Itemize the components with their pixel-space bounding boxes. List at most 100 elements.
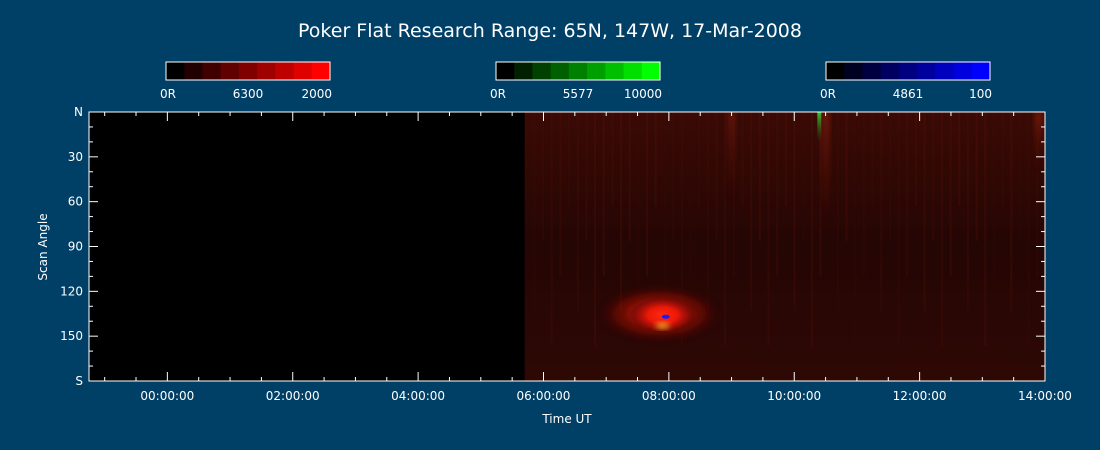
colorbar-swatch	[623, 62, 643, 80]
colorbar-legends: 0R 6300 2000 0R 5577 10000 0R 4861 100	[160, 61, 992, 101]
blue-dot	[661, 314, 670, 319]
colorbar-max-label: 100	[969, 87, 992, 101]
colorbar-max-label: 10000	[624, 87, 662, 101]
scan-streak	[819, 112, 822, 277]
chart-title: Poker Flat Research Range: 65N, 147W, 17…	[298, 20, 802, 42]
x-axis: 00:00:00 02:00:00 04:00:00 06:00:00 08:00:00…	[104, 112, 1072, 403]
scan-streak	[784, 112, 787, 207]
colorbar-frame	[825, 61, 991, 81]
scan-streak	[888, 112, 891, 242]
scan-streak	[940, 112, 943, 347]
colorbar-mid-label: 6300	[233, 87, 264, 101]
scan-streak	[810, 112, 813, 347]
scan-streak	[741, 112, 744, 207]
scan-streak	[932, 112, 935, 242]
y-tick-label: 120	[60, 284, 83, 298]
x-tick-label: 08:00:00	[642, 389, 696, 403]
colorbar-6300: 0R 6300 2000	[160, 61, 332, 101]
scan-streak	[958, 112, 961, 207]
scan-streak	[559, 112, 562, 277]
scan-streak	[906, 112, 909, 277]
y-tick-label: 30	[68, 150, 83, 164]
scan-streak	[724, 112, 727, 347]
y-axis: N 30 60 90 120 150 S	[60, 105, 1045, 388]
scan-streak	[1001, 112, 1004, 207]
scan-streak	[776, 112, 779, 277]
scan-streak	[1018, 112, 1021, 242]
x-tick-label: 14:00:00	[1018, 389, 1072, 403]
colorbar-min-label: 0R	[490, 87, 506, 101]
colorbar-swatch	[880, 62, 900, 80]
colorbar-swatch	[826, 62, 845, 80]
scan-streak	[550, 112, 553, 347]
colorbar-5577: 0R 5577 10000	[490, 61, 662, 101]
red-ray	[727, 112, 736, 202]
colorbar-swatch	[220, 62, 240, 80]
colorbar-min-label: 0R	[820, 87, 836, 101]
x-tick-label: 12:00:00	[893, 389, 947, 403]
x-tick-label: 04:00:00	[391, 389, 445, 403]
scan-streak	[975, 112, 978, 242]
scan-streak	[1010, 112, 1013, 312]
scan-streak	[923, 112, 926, 312]
scan-streak	[854, 112, 857, 347]
x-tick-label: 06:00:00	[517, 389, 571, 403]
scan-streak	[524, 112, 527, 207]
scan-streak	[672, 112, 675, 242]
scan-streak	[914, 112, 917, 207]
scan-streak	[620, 112, 623, 312]
scan-streak	[862, 112, 865, 277]
colorbar-mid-label: 5577	[563, 87, 594, 101]
colorbar-swatch	[605, 62, 625, 80]
scan-streak	[836, 112, 839, 312]
colorbar-swatch	[311, 62, 331, 80]
scan-streak	[542, 112, 545, 242]
x-tick-label: 10:00:00	[767, 389, 821, 403]
colorbar-min-label: 0R	[160, 87, 176, 101]
scan-streak	[750, 112, 753, 312]
scan-streak	[1027, 112, 1030, 347]
colorbar-swatch	[935, 62, 955, 80]
scan-streak	[585, 112, 588, 242]
colorbar-swatch	[953, 62, 973, 80]
scan-streak	[715, 112, 718, 242]
colorbar-swatch	[293, 62, 313, 80]
colorbar-swatch	[166, 62, 185, 80]
colorbar-frame	[165, 61, 331, 81]
keogram-image	[524, 112, 1045, 381]
colorbar-swatch	[568, 62, 588, 80]
colorbar-swatch	[550, 62, 570, 80]
x-tick-label: 00:00:00	[140, 389, 194, 403]
scan-streak	[602, 112, 605, 277]
colorbar-swatch	[257, 62, 276, 80]
scan-streak	[949, 112, 952, 277]
colorbar-swatch	[184, 62, 204, 80]
colorbar-swatch	[898, 62, 918, 80]
scan-streak	[984, 112, 987, 347]
colorbar-swatch	[514, 62, 534, 80]
y-tick-label: 150	[60, 329, 83, 343]
colorbar-swatch	[844, 62, 864, 80]
y-tick-label: S	[75, 374, 83, 388]
y-tick-label: 90	[68, 240, 83, 254]
y-axis-label: Scan Angle	[36, 213, 50, 280]
red-aurora-patch	[629, 296, 696, 334]
colorbar-swatch	[202, 62, 222, 80]
colorbar-swatch	[496, 62, 515, 80]
scan-streak	[654, 112, 657, 207]
scan-streak	[533, 112, 536, 312]
scan-streak	[663, 112, 666, 312]
scan-streak	[594, 112, 597, 347]
red-ray	[1034, 112, 1043, 172]
colorbar-max-label: 2000	[301, 87, 332, 101]
colorbar-mid-label: 4861	[893, 87, 924, 101]
red-ray	[821, 112, 830, 232]
colorbar-swatch	[641, 62, 661, 80]
yellow-core	[655, 322, 670, 329]
colorbar-swatch	[587, 62, 606, 80]
scan-streak	[680, 112, 683, 347]
scan-streak	[793, 112, 796, 312]
scan-streak	[897, 112, 900, 347]
scan-streak	[1036, 112, 1039, 277]
colorbar-swatch	[971, 62, 991, 80]
